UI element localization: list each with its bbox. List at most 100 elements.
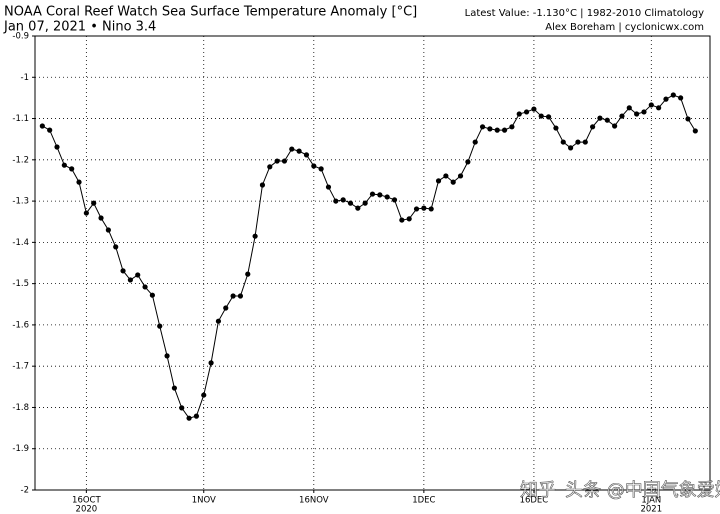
point: [516, 111, 522, 117]
point: [281, 158, 288, 164]
point: [413, 206, 420, 212]
y-tick-label: -1.7: [12, 362, 29, 372]
point: [626, 105, 632, 111]
point: [604, 117, 610, 123]
point: [179, 405, 185, 411]
point: [663, 96, 669, 102]
point: [267, 164, 273, 170]
y-tick-label: -1.6: [12, 320, 29, 330]
point: [303, 152, 310, 158]
point: [113, 244, 119, 250]
y-tick-label: -1.5: [12, 279, 29, 289]
point: [61, 162, 67, 168]
point: [619, 113, 625, 119]
point: [105, 227, 111, 233]
point: [311, 163, 317, 169]
y-tick-label: -1.2: [12, 155, 29, 165]
x-tick-label: 1NOV: [192, 496, 216, 506]
point: [274, 158, 280, 164]
point: [487, 126, 493, 132]
point: [509, 124, 515, 130]
point: [230, 293, 236, 299]
point: [369, 191, 376, 197]
point: [457, 173, 464, 179]
point: [39, 123, 45, 129]
point: [325, 184, 332, 190]
x-tick-label: 16OCT: [72, 496, 101, 506]
point: [685, 116, 691, 122]
point: [186, 415, 192, 421]
chart-subtitle: Jan 07, 2021 • Nino 3.4: [3, 20, 156, 35]
point: [289, 146, 295, 152]
plot-frame: [34, 35, 711, 491]
point: [634, 111, 640, 117]
x-tick-year: 2021: [640, 505, 662, 514]
credit: Alex Boreham | cyclonicwx.com: [545, 22, 704, 33]
y-tick-label: -1.3: [12, 197, 29, 207]
point: [215, 318, 222, 324]
point: [76, 179, 82, 185]
point: [450, 179, 456, 185]
y-tick-label: -1.8: [12, 403, 29, 413]
x-tick-year: 2020: [76, 505, 98, 514]
point: [656, 105, 662, 111]
point: [296, 148, 302, 154]
point: [83, 210, 89, 216]
point: [472, 139, 478, 145]
y-tick-label: -1: [21, 73, 29, 83]
point: [157, 323, 163, 329]
point: [545, 114, 552, 120]
point: [575, 139, 581, 145]
point: [127, 277, 133, 283]
point: [406, 216, 412, 222]
x-tick-label: 16NOV: [299, 496, 329, 506]
point: [501, 127, 508, 133]
point: [384, 194, 390, 200]
point: [494, 127, 500, 133]
point: [435, 178, 442, 184]
point: [531, 106, 537, 112]
point: [553, 125, 559, 131]
point: [208, 360, 214, 366]
point: [91, 200, 97, 206]
point: [54, 144, 60, 150]
point: [399, 217, 405, 223]
point: [340, 197, 346, 203]
point: [421, 205, 427, 211]
point: [333, 198, 339, 204]
point: [69, 166, 75, 172]
point: [560, 139, 566, 145]
point: [428, 206, 434, 212]
y-tick-label: -2: [21, 486, 29, 496]
x-tick-label: 16DEC: [520, 496, 549, 506]
point: [149, 292, 155, 298]
point: [692, 128, 698, 134]
point: [443, 173, 449, 179]
point: [678, 95, 684, 101]
point: [252, 233, 258, 239]
chart-title: NOAA Coral Reef Watch Sea Surface Temper…: [4, 5, 417, 20]
point: [670, 92, 676, 98]
latest-value: Latest Value: -1.130°C | 1982-2010 Clima…: [465, 8, 704, 19]
point: [120, 268, 126, 274]
point: [479, 124, 486, 130]
y-tick-label: -1.4: [12, 238, 29, 248]
y-tick-label: -1.9: [12, 444, 29, 454]
point: [597, 115, 603, 121]
point: [523, 109, 530, 115]
point: [223, 305, 229, 311]
point: [641, 109, 647, 115]
x-tick-label: 1JAN: [641, 496, 661, 506]
watermark: 知乎: [520, 480, 556, 501]
point: [98, 215, 104, 221]
point: [567, 145, 574, 151]
point: [164, 353, 170, 359]
point: [362, 200, 368, 206]
point: [47, 127, 53, 133]
point: [590, 124, 596, 130]
point: [391, 197, 398, 203]
watermark: 头条 @中国气象爱好者: [565, 480, 720, 501]
point: [201, 392, 207, 398]
point: [377, 192, 383, 198]
